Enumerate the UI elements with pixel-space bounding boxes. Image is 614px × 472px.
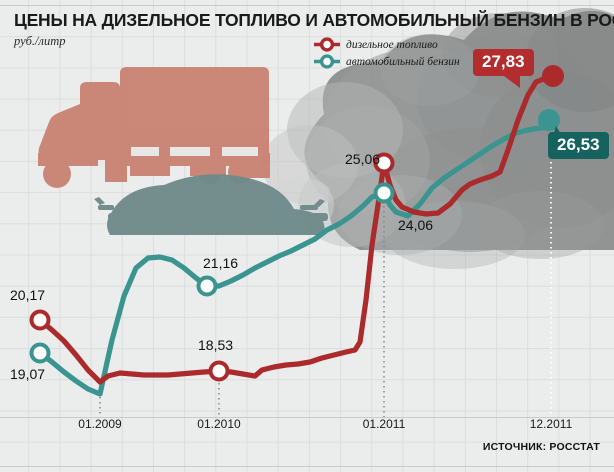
x-tick-guides [99,196,385,418]
gasoline-end-callout: 26,53 [548,132,609,159]
truck-icon [38,67,270,188]
gasoline-start-label: 19,07 [10,366,46,382]
gasoline-2011-label: 24,06 [398,217,434,233]
y-axis-unit-label: руб./литр [14,34,66,48]
donut-marker-icon [314,37,340,52]
diesel-markers [29,152,395,382]
donut-marker-icon [314,54,340,69]
page-title: ЦЕНЫ НА ДИЗЕЛЬНОЕ ТОПЛИВО И АВТОМОБИЛЬНЫ… [14,10,614,30]
x-axis-label-1: 01.2009 [78,417,122,431]
legend: дизельное топливо автомобильный бензин [313,36,460,70]
legend-item-gasoline: автомобильный бензин [313,53,460,70]
gasoline-markers [29,182,395,364]
legend-label-diesel: дизельное топливо [346,38,438,51]
legend-label-gasoline: автомобильный бензин [346,55,460,68]
gasoline-line [37,124,552,397]
car-icon [94,174,328,235]
diesel-end-callout: 27,83 [473,49,534,76]
diesel-line [37,73,556,385]
source-credit: ИСТОЧНИК: РОССТАТ [482,441,600,453]
x-axis-label-3: 01.2011 [362,417,406,431]
gasoline-mid-label: 21,16 [203,255,239,271]
x-axis-label-2: 01.2010 [197,417,241,431]
diesel-end-dot [542,65,564,87]
frame-top-line [0,5,614,6]
gasoline-end-dot [538,109,560,131]
frame-footer-line [0,466,614,467]
x-axis-label-4: 12.2011 [529,417,573,431]
legend-item-diesel: дизельное топливо [313,36,460,53]
frame-bottom-line [0,417,614,418]
diesel-start-label: 20,17 [10,287,46,303]
diesel-mid-label: 18,53 [198,337,234,353]
diesel-2011-label: 25,06 [345,151,381,167]
